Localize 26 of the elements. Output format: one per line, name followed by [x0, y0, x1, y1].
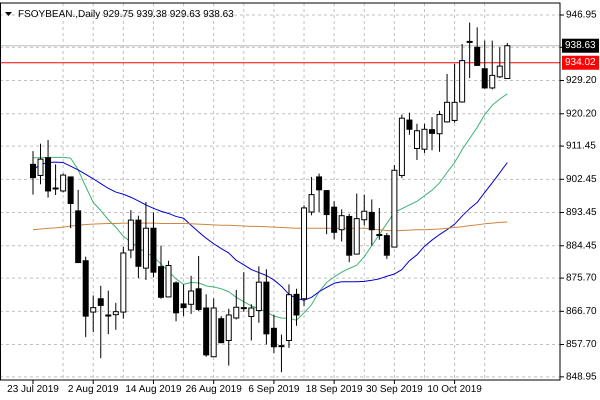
line-series: [32, 93, 508, 321]
x-tick-label: 10 Oct 2019: [427, 384, 482, 395]
ref-line-label: 938.63: [565, 40, 596, 52]
y-tick-label: 866.70: [566, 306, 598, 317]
x-tick-label: 30 Sep 2019: [366, 384, 424, 395]
y-tick-label: 857.70: [566, 339, 598, 350]
x-tick-label: 26 Aug 2019: [186, 384, 242, 395]
ref-line-label: 934.02: [565, 57, 596, 68]
x-tick-label: 23 Jul 2019: [7, 384, 60, 395]
text: FSOYBEAN.,Daily 929.75 939.38 929.63 938.63: [18, 9, 234, 20]
candlestick: [474, 26, 480, 66]
x-tick-label: 14 Aug 2019: [125, 384, 182, 395]
candlestick: [466, 22, 473, 78]
y-tick-label: 875.70: [566, 272, 598, 284]
y-tick-label: 920.20: [566, 108, 598, 120]
x-tick-label: 6 Sep 2019: [248, 384, 300, 395]
y-tick-label: 946.95: [566, 10, 598, 20]
y-tick-label: 884.45: [566, 240, 598, 252]
y-tick-label: 929.20: [566, 75, 598, 86]
y-tick-label: 893.45: [566, 207, 598, 218]
candlestick: [98, 285, 104, 359]
x-tick-label: 2 Aug 2019: [68, 384, 119, 395]
y-tick-label: 902.45: [566, 174, 598, 185]
y-tick-label: 911.45: [566, 140, 596, 152]
y-tick-label: 848.95: [566, 371, 598, 382]
x-tick-label: 18 Sep 2019: [306, 384, 363, 395]
